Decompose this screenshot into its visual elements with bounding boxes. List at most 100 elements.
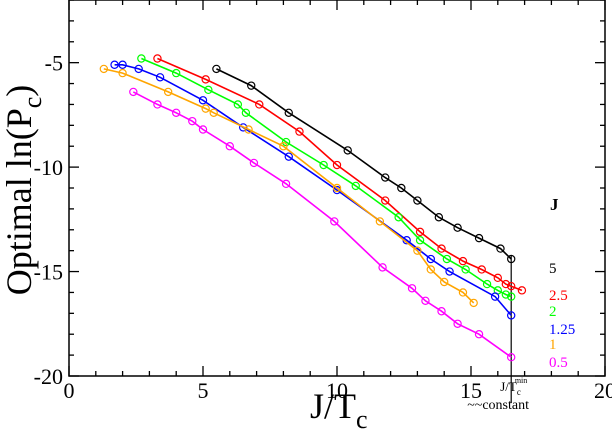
data-point (137, 54, 146, 63)
data-point (255, 100, 264, 109)
legend-entry: 1.25 (549, 322, 575, 338)
data-point (458, 256, 468, 266)
data-point (496, 244, 505, 253)
data-point (118, 68, 127, 78)
data-point (507, 281, 516, 291)
data-point (279, 142, 288, 151)
data-point (284, 152, 293, 161)
series-5 (212, 64, 516, 264)
data-point (281, 179, 291, 189)
data-point (249, 158, 259, 168)
data-point (204, 85, 213, 95)
x-tick-label: 10 (326, 378, 348, 403)
data-point (238, 123, 248, 132)
data-point (442, 254, 452, 264)
data-point (477, 265, 486, 274)
data-point (134, 64, 143, 74)
data-point (493, 273, 502, 283)
data-point (319, 160, 328, 170)
y-tick-label: -10 (34, 155, 63, 180)
x-axis-title: J/Tc (310, 386, 368, 434)
data-point (375, 217, 385, 226)
data-point (507, 254, 516, 264)
data-point (413, 196, 422, 205)
reference-line-note: ~~constant (467, 398, 529, 413)
series-1 (99, 64, 478, 308)
data-point (171, 108, 181, 118)
data-point (517, 286, 527, 295)
series-line (157, 57, 523, 292)
data-point (332, 160, 342, 170)
data-point (244, 125, 253, 134)
reference-line: J/Tcmin~~constant (467, 254, 529, 413)
axis-ticks: -5-10-15-200 5 10 15 20 (34, 0, 612, 403)
series-2.5 (153, 54, 527, 295)
data-point (490, 292, 500, 301)
data-point (434, 213, 444, 222)
y-axis-title: Optimal ln(Pc) (0, 85, 47, 296)
data-point (421, 296, 430, 305)
data-point (469, 298, 478, 308)
data-point (413, 246, 422, 255)
data-point (501, 290, 511, 299)
data-point (129, 87, 138, 97)
series-line (114, 64, 512, 316)
data-point (507, 311, 516, 320)
data-point (99, 64, 109, 74)
series-line (132, 91, 512, 358)
legend-title: J (550, 195, 559, 214)
data-point (458, 288, 468, 297)
data-point (461, 265, 470, 274)
data-point (440, 277, 449, 287)
data-point (426, 265, 435, 274)
data-point (397, 183, 406, 193)
data-point (453, 319, 462, 328)
data-point (482, 279, 492, 289)
data-point (163, 87, 173, 97)
legend-entry: 5 (549, 261, 557, 277)
data-point (171, 68, 181, 78)
data-point (453, 223, 462, 232)
data-point (437, 244, 446, 253)
data-point (343, 146, 352, 155)
data-point (378, 263, 387, 272)
data-point (407, 284, 417, 293)
data-point (201, 104, 210, 113)
data-point (507, 292, 516, 301)
series-2 (137, 54, 516, 301)
data-point (118, 60, 127, 69)
data-point (198, 125, 208, 134)
data-point (110, 60, 119, 69)
x-tick-label: 20 (594, 378, 612, 403)
data-point (394, 213, 403, 222)
data-point (225, 142, 234, 151)
data-point (474, 233, 484, 243)
legend-entry: 2.5 (549, 288, 568, 304)
data-point (501, 279, 511, 289)
data-point (241, 108, 251, 118)
x-tick-label: 5 (198, 378, 209, 403)
series-line (216, 68, 512, 260)
series-line (141, 57, 512, 298)
y-tick-label: -15 (34, 260, 63, 285)
data-point (284, 108, 293, 118)
legend-entry: 2 (549, 304, 557, 320)
data-point (247, 81, 256, 90)
data-point (201, 75, 210, 84)
data-point (474, 330, 484, 339)
data-point (351, 181, 360, 191)
series-1.25 (110, 60, 516, 320)
data-point (445, 267, 454, 276)
data-point (209, 108, 218, 118)
data-point (295, 127, 304, 136)
data-point (426, 254, 435, 264)
y-tick-label: -5 (45, 51, 63, 76)
legend: 5 2.52 1.251 0.5 (549, 261, 575, 371)
data-point (153, 54, 162, 63)
x-tick-label: 0 (64, 378, 75, 403)
y-tick-label: -20 (34, 364, 63, 389)
data-point (188, 116, 197, 126)
legend-entry: 1 (549, 337, 557, 353)
data-point (198, 96, 208, 105)
